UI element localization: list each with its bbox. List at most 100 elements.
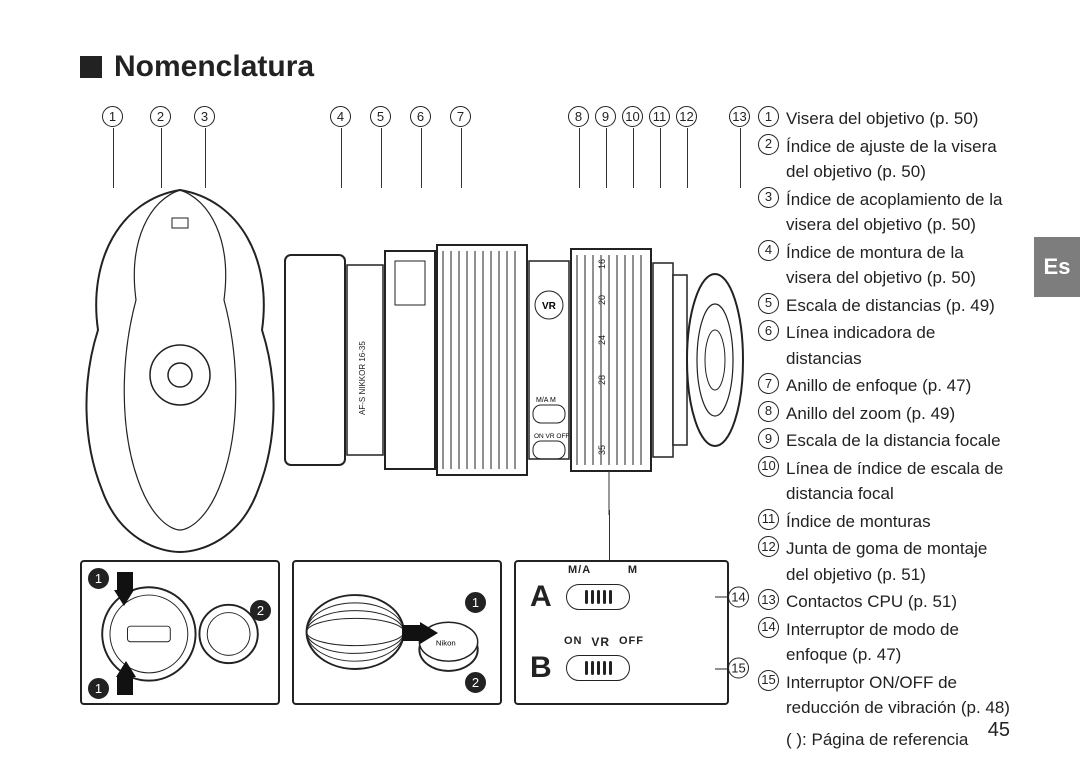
arrow-up-icon — [116, 661, 134, 695]
top-callout: 12 — [676, 106, 697, 127]
square-bullet-icon — [80, 56, 102, 78]
legend-text: Índice de monturas — [786, 509, 1010, 535]
vr-switch — [566, 655, 630, 681]
legend-text: Interruptor ON/OFF de reducción de vibra… — [786, 670, 1010, 721]
svg-text:20: 20 — [597, 295, 607, 305]
legend-number: 6 — [758, 320, 779, 341]
tag-boxA-0: 1 — [88, 568, 109, 589]
legend-item: 15Interruptor ON/OFF de reducción de vib… — [758, 670, 1010, 721]
legend-text: Índice de montura de la visera del objet… — [786, 240, 1010, 291]
top-callout: 1 — [102, 106, 123, 127]
switch-b-letter: B — [530, 651, 556, 685]
switch-panel-box: M/A M A 14 ON VR OFF — [514, 560, 729, 705]
manual-page: Nomenclatura 12345678910111213 — [0, 0, 1080, 766]
legend-number: 7 — [758, 373, 779, 394]
callout-number: 10 — [622, 106, 643, 127]
legend-item: 2Índice de ajuste de la visera del objet… — [758, 134, 1010, 185]
legend-text: Línea de índice de escala de distancia f… — [786, 456, 1010, 507]
legend-text: Línea indicadora de distancias — [786, 320, 1010, 371]
switch-b-callout: 15 — [728, 658, 749, 679]
legend-number: 13 — [758, 589, 779, 610]
legend-number: 1 — [758, 106, 779, 127]
switch-row-a: M/A M A 14 — [530, 580, 713, 614]
sub-diagrams: 1 2 1 — [80, 560, 740, 705]
legend-text: Anillo de enfoque (p. 47) — [786, 373, 1010, 399]
top-callout: 4 — [330, 106, 351, 127]
legend-text: Interruptor de modo de enfoque (p. 47) — [786, 617, 1010, 668]
legend-item: 13 Contactos CPU (p. 51) — [758, 589, 1010, 615]
lens-diagram: AF-S NIKKOR 16-35 — [80, 150, 740, 550]
switch-b-label-mid: VR — [591, 635, 610, 649]
legend-text: Índice de ajuste de la visera del objeti… — [786, 134, 1010, 185]
svg-text:35: 35 — [597, 445, 607, 455]
legend-item: 12Junta de goma de montaje del objetivo … — [758, 536, 1010, 587]
top-callout: 2 — [150, 106, 171, 127]
callout-number: 7 — [450, 106, 471, 127]
svg-text:VR: VR — [542, 301, 557, 312]
legend-item: 9Escala de la distancia focale — [758, 428, 1010, 454]
callout-number: 2 — [150, 106, 171, 127]
legend-item: 1 Visera del objetivo (p. 50) — [758, 106, 1010, 132]
legend-item: 14 Interruptor de modo de enfoque (p. 47) — [758, 617, 1010, 668]
lens-body-drawing: AF-S NIKKOR 16-35 — [275, 205, 745, 515]
svg-text:Nikon: Nikon — [436, 639, 456, 648]
rear-cap-box: Nikon 1 2 — [292, 560, 502, 705]
callout-number: 3 — [194, 106, 215, 127]
legend-text: Anillo del zoom (p. 49) — [786, 401, 1010, 427]
focus-mode-switch — [566, 584, 630, 610]
legend-item: 4 Índice de montura de la visera del obje… — [758, 240, 1010, 291]
legend-number: 12 — [758, 536, 779, 557]
top-callout: 13 — [729, 106, 750, 127]
switch-row-b: ON VR OFF B 15 — [530, 651, 713, 685]
section-title-row: Nomenclatura — [80, 50, 1010, 84]
switch-b-label-left: ON — [564, 635, 583, 649]
callout-number: 13 — [729, 106, 750, 127]
legend-number: 3 — [758, 187, 779, 208]
legend-number: 14 — [758, 617, 779, 638]
callout-number: 4 — [330, 106, 351, 127]
legend-number: 11 — [758, 509, 779, 530]
tag-boxA-2: 1 — [88, 678, 109, 699]
top-callout: 9 — [595, 106, 616, 127]
switch-a-letter: A — [530, 580, 556, 614]
arrow-right-icon — [402, 622, 438, 644]
front-cap-box: 1 2 1 — [80, 560, 280, 705]
top-callout: 8 — [568, 106, 589, 127]
legend-item: 10 Línea de índice de escala de distancia… — [758, 456, 1010, 507]
switch-a-label-right: M — [628, 564, 638, 576]
arrow-down-icon — [116, 572, 134, 606]
section-title: Nomenclatura — [114, 50, 314, 84]
legend-number: 10 — [758, 456, 779, 477]
svg-text:M/A M: M/A M — [536, 397, 556, 404]
tag-boxB-1: 2 — [465, 672, 486, 693]
legend-text: Contactos CPU (p. 51) — [786, 589, 1010, 615]
switch-a-callout: 14 — [728, 586, 749, 607]
lens-hood-drawing — [80, 180, 280, 560]
top-callout: 11 — [649, 106, 670, 127]
legend-number: 4 — [758, 240, 779, 261]
top-callout: 6 — [410, 106, 431, 127]
legend-item: 11 Índice de monturas — [758, 509, 1010, 535]
diagram-column: 12345678910111213 AF-S NIKKOR 16-35 — [80, 106, 740, 752]
legend-number: 8 — [758, 401, 779, 422]
language-tab: Es — [1034, 237, 1080, 297]
legend-item: 5Escala de distancias (p. 49) — [758, 293, 1010, 319]
legend-column: 1 Visera del objetivo (p. 50)2Índice de a… — [758, 106, 1010, 752]
svg-text:16: 16 — [597, 259, 607, 269]
callout-number: 11 — [649, 106, 670, 127]
legend-text: Visera del objetivo (p. 50) — [786, 106, 1010, 132]
callout-number: 5 — [370, 106, 391, 127]
switch-a-label-left: M/A — [568, 564, 591, 576]
svg-text:24: 24 — [597, 335, 607, 345]
legend-item: 7 Anillo de enfoque (p. 47) — [758, 373, 1010, 399]
tag-boxB-0: 1 — [465, 592, 486, 613]
top-callouts: 12345678910111213 — [80, 106, 740, 146]
tag-boxA-1: 2 — [250, 600, 271, 621]
callout-number: 8 — [568, 106, 589, 127]
top-callout: 7 — [450, 106, 471, 127]
page-number: 45 — [988, 719, 1010, 742]
callout-number: 12 — [676, 106, 697, 127]
top-callout: 3 — [194, 106, 215, 127]
svg-text:28: 28 — [597, 375, 607, 385]
svg-text:AF-S NIKKOR 16-35: AF-S NIKKOR 16-35 — [358, 341, 367, 415]
